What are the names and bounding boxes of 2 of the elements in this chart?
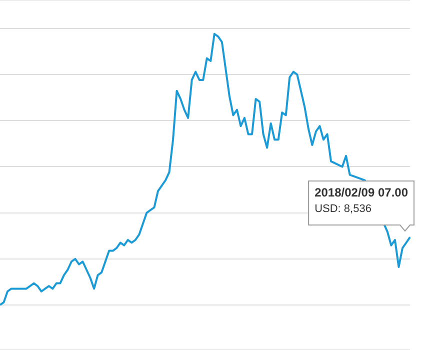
annotation: USD: 8,536 (314, 203, 372, 216)
annotation: 2018/02/09 07.00 (314, 185, 408, 200)
